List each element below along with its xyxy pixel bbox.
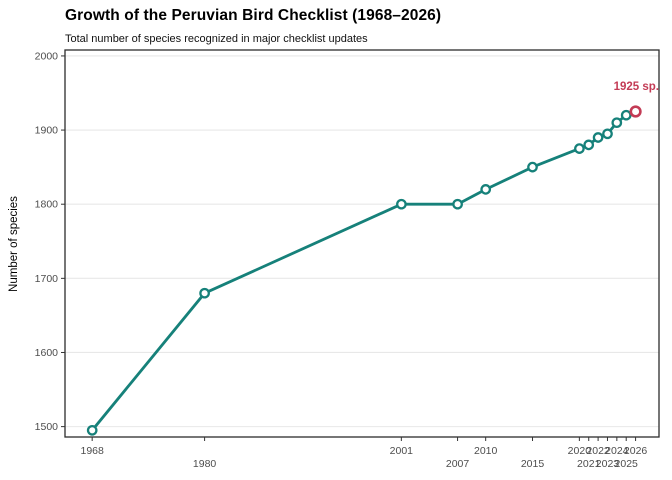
y-axis-title-wrap: Number of species — [0, 50, 28, 437]
y-tick-label: 1900 — [35, 125, 59, 137]
y-tick-label: 1600 — [35, 347, 59, 359]
axes: 1500 1600 1700 1800 1900 2000 1968 1980 2001 2007… — [35, 49, 660, 470]
x-tick-label: 2021 — [577, 458, 601, 470]
x-tick-label: 2007 — [446, 458, 470, 470]
data-point — [620, 109, 632, 121]
line-series — [86, 105, 642, 436]
panel-border — [64, 49, 660, 438]
x-tick-label: 2023 — [596, 458, 620, 470]
x-tick-label: 2024 — [605, 445, 629, 457]
chart-subtitle: Total number of species recognized in ma… — [65, 33, 368, 45]
y-axis-title: Number of species — [8, 195, 20, 292]
x-tick-label: 2026 — [624, 445, 648, 457]
y-tick-label: 1700 — [35, 273, 59, 285]
data-point — [592, 132, 604, 143]
data-point — [611, 117, 623, 129]
trend-line — [90, 110, 637, 432]
x-tick-label: 2025 — [615, 458, 639, 470]
y-tick-label: 1500 — [35, 421, 59, 433]
annotation-label: 1925 sp. — [614, 81, 659, 93]
data-point — [199, 287, 210, 299]
data-point — [86, 424, 98, 436]
data-point — [602, 128, 613, 140]
data-point — [480, 184, 492, 195]
x-tick-label: 2001 — [390, 445, 414, 457]
chart-title: Growth of the Peruvian Bird Checklist (1… — [65, 7, 442, 24]
x-tick-label: 1968 — [80, 445, 104, 457]
data-point — [574, 143, 585, 154]
y-tick-label: 1800 — [35, 199, 59, 211]
y-tick-label: 2000 — [35, 50, 59, 62]
x-tick-label: 2020 — [568, 445, 592, 457]
gridlines — [65, 55, 659, 428]
data-point — [527, 161, 538, 173]
x-tick-label: 2022 — [586, 445, 610, 457]
data-point — [396, 198, 407, 210]
data-point — [583, 139, 595, 151]
data-point-highlight — [629, 105, 642, 118]
x-tick-label: 2010 — [474, 445, 498, 457]
x-tick-label: 1980 — [193, 458, 217, 470]
data-point — [452, 198, 463, 210]
x-tick-label: 2015 — [521, 458, 545, 470]
